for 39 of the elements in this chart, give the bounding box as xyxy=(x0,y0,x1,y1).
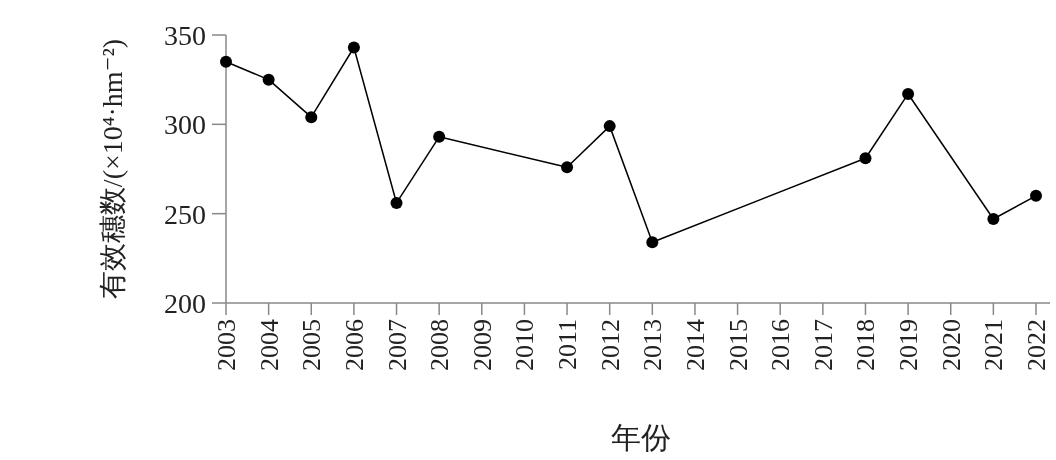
point xyxy=(1030,189,1042,202)
x-tick-label: 2013 xyxy=(638,319,668,371)
x-tick-label: 2004 xyxy=(254,319,284,371)
x-tick-label: 2015 xyxy=(723,319,753,371)
y-tick-label: 200 xyxy=(164,288,206,319)
point xyxy=(902,87,915,100)
point xyxy=(347,41,360,54)
x-tick-label: 2020 xyxy=(936,319,966,371)
point xyxy=(390,196,403,209)
x-tick-label: 2014 xyxy=(680,319,710,371)
x-tick-label: 2016 xyxy=(766,319,796,371)
x-tick-label: 2011 xyxy=(553,319,583,371)
x-tick-label: 2006 xyxy=(339,319,369,371)
x-tick-label: 2008 xyxy=(425,319,455,371)
x-tick-label: 2010 xyxy=(510,319,540,371)
x-tick-label: 2018 xyxy=(851,319,881,371)
x-tick-label: 2003 xyxy=(212,319,241,371)
y-tick-label: 300 xyxy=(164,109,206,141)
point xyxy=(305,111,318,124)
y-tick-label: 250 xyxy=(164,198,206,230)
x-tick-label: 2017 xyxy=(808,319,838,371)
point xyxy=(433,130,446,143)
point xyxy=(859,152,872,165)
point xyxy=(220,55,232,68)
point xyxy=(561,161,574,174)
x-axis-title: 年份 xyxy=(611,421,671,454)
x-tick-label: 2022 xyxy=(1022,319,1051,371)
y-tick-label: 350 xyxy=(164,20,206,51)
y-axis-title: 有效穗数/(×10⁴·hm⁻²) xyxy=(97,38,128,300)
x-tick-label: 2012 xyxy=(595,319,625,371)
x-tick-label: 2009 xyxy=(467,319,497,371)
x-tick-label: 2019 xyxy=(894,319,924,371)
point xyxy=(262,73,275,86)
x-tick-label: 2007 xyxy=(382,319,412,371)
point xyxy=(646,236,659,249)
x-tick-label: 2005 xyxy=(297,319,327,371)
point xyxy=(987,213,1000,226)
x-tick-label: 2021 xyxy=(979,319,1009,371)
point xyxy=(603,120,616,133)
